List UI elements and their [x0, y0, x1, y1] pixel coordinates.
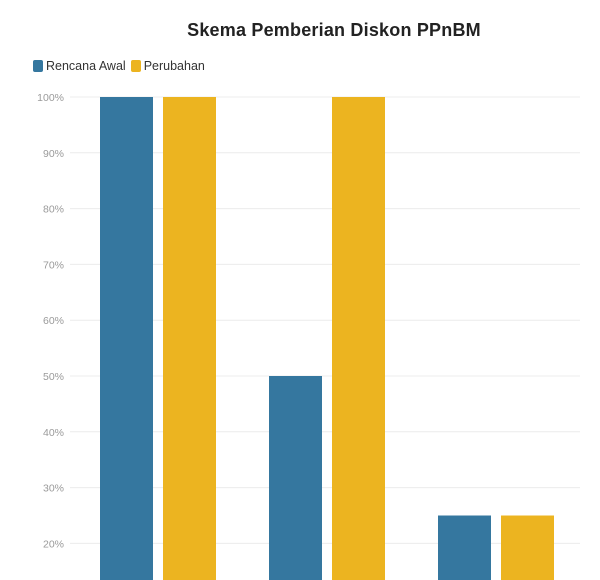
y-tick-label: 90%: [43, 148, 64, 160]
bar-perubahan-2[interactable]: [332, 97, 385, 580]
bar-rencana-awal-3[interactable]: [438, 515, 491, 580]
legend-swatch-rencana-awal: [33, 60, 43, 72]
y-tick-label: 60%: [43, 315, 64, 327]
bar-perubahan-3[interactable]: [501, 515, 554, 580]
bar-rencana-awal-2[interactable]: [269, 376, 322, 580]
legend: Rencana Awal Perubahan: [33, 59, 210, 73]
legend-label-perubahan: Perubahan: [143, 59, 205, 73]
legend-swatch-perubahan: [130, 60, 141, 72]
y-tick-label: 80%: [43, 204, 64, 216]
legend-label-rencana-awal: Rencana Awal: [46, 59, 126, 73]
chart-title: Skema Pemberian Diskon PPnBM: [187, 20, 481, 40]
bar-perubahan-1[interactable]: [163, 97, 216, 580]
bar-rencana-awal-1[interactable]: [100, 97, 153, 580]
y-tick-label: 70%: [43, 259, 64, 271]
y-tick-label: 50%: [43, 371, 64, 383]
legend-item-rencana-awal[interactable]: Rencana Awal: [33, 59, 126, 73]
y-tick-label: 30%: [43, 483, 64, 495]
y-tick-label: 20%: [43, 538, 64, 550]
legend-item-perubahan[interactable]: Perubahan: [130, 59, 205, 73]
y-tick-label: 40%: [43, 427, 64, 439]
y-tick-label: 100%: [37, 92, 64, 104]
